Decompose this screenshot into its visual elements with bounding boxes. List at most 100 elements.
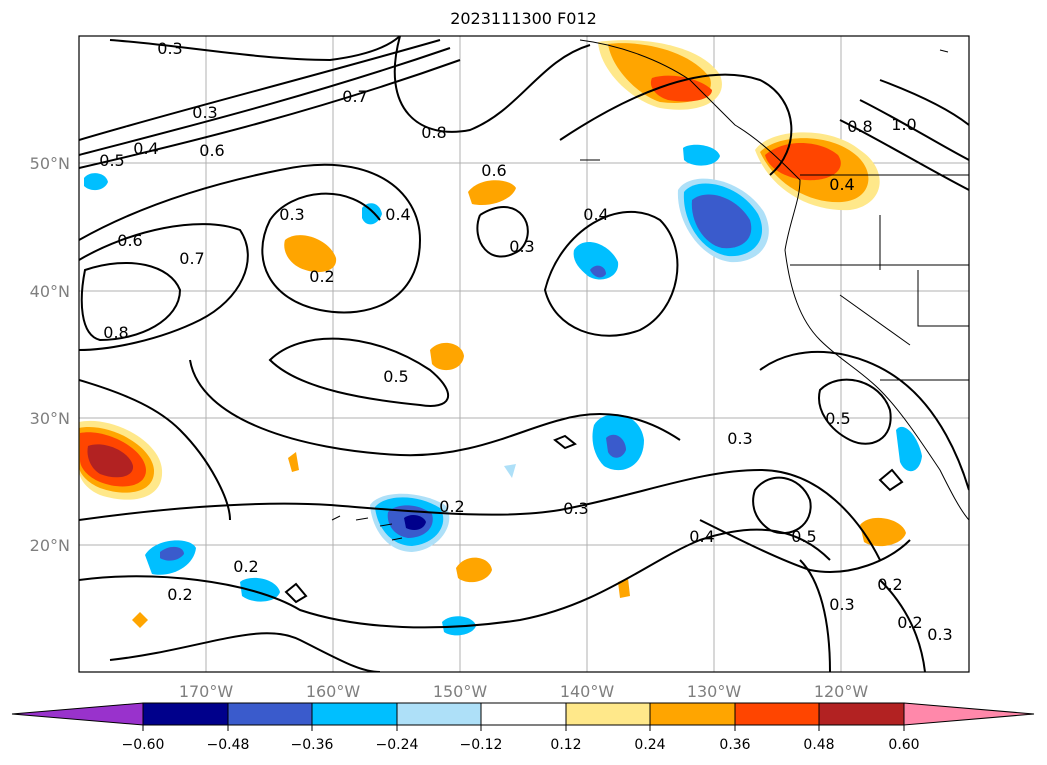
fill-pos-small: [132, 612, 148, 628]
colorbar-tick-label: 0.12: [550, 737, 581, 753]
contour-label: 0.2: [167, 585, 192, 604]
contour-line: [80, 262, 182, 342]
island-hawaii: [331, 515, 403, 541]
contour-label: 0.7: [179, 249, 204, 268]
fill-neg-048: [691, 194, 752, 249]
contour-line: [109, 36, 401, 62]
lat-label-40n: 40°N: [30, 282, 70, 301]
contour-line: [393, 36, 591, 133]
island-outline: [580, 49, 949, 161]
contour-label: 0.8: [103, 323, 128, 342]
contour-label: 0.3: [279, 205, 304, 224]
lon-labels: 170°W 160°W 150°W 140°W 130°W 120°W: [179, 682, 869, 701]
coastline-west-us: [784, 249, 969, 521]
state-border: [839, 294, 911, 346]
colorbar-tick-label: 0.36: [719, 737, 750, 753]
contour-label: 0.3: [927, 625, 952, 644]
contour-label: 0.4: [133, 139, 158, 158]
colorbar-max-extend: [903, 702, 1035, 726]
contour-line: [268, 337, 450, 407]
contour-label: 0.4: [689, 527, 714, 546]
fill-pos-small: [456, 557, 492, 583]
contour-label: 0.6: [117, 231, 142, 250]
contour-line: [699, 519, 911, 573]
contour-label: 0.2: [439, 497, 464, 516]
contour-line: [543, 210, 679, 337]
colorbar-segment: [480, 702, 567, 726]
lon-label-150w: 150°W: [433, 682, 488, 701]
lon-label-130w: 130°W: [687, 682, 742, 701]
contour-line: [878, 468, 904, 492]
lat-labels: 20°N 30°N 40°N 50°N: [30, 154, 70, 555]
anomaly-gulf-alaska-positive: [598, 40, 722, 110]
map-title: 2023111300 F012: [450, 9, 597, 28]
contour-label: 0.3: [727, 429, 752, 448]
fill-neg-small: [84, 173, 108, 191]
contour-line: [476, 206, 529, 258]
coastline-alaska: [579, 39, 801, 251]
colorbar-segment: [818, 702, 905, 726]
contour-line: [109, 632, 381, 672]
colorbar-tick-label: −0.12: [460, 737, 503, 753]
contour-line: [79, 39, 441, 141]
contour-line: [79, 528, 831, 629]
contour-line: [79, 223, 249, 351]
map-frame: [78, 35, 970, 673]
contour-label: 0.3: [157, 39, 182, 58]
contour-lines: [79, 36, 969, 672]
colorbar-tick-label: 0.24: [634, 737, 665, 753]
map-plot: 0.3 0.3 0.5 0.4 0.6 0.7 0.8 0.6 0.3 0.4 …: [78, 35, 970, 673]
state-border: [917, 270, 969, 327]
lat-label-30n: 30°N: [30, 409, 70, 428]
colorbar-segment: [649, 702, 736, 726]
contour-line: [284, 582, 308, 604]
fill-neg-small: [590, 265, 606, 278]
contour-label: 0.4: [829, 175, 854, 194]
lat-label-50n: 50°N: [30, 154, 70, 173]
fill-neg-small: [160, 546, 184, 561]
fill-neg-small: [683, 144, 720, 166]
contour-line: [79, 59, 461, 169]
fill-pos-small: [430, 342, 464, 371]
contour-line: [79, 379, 231, 521]
contour-label: 0.8: [847, 117, 872, 136]
colorbar-ticks: [142, 725, 905, 731]
fill-pos-small: [468, 180, 516, 206]
colorbar-segment: [227, 702, 313, 726]
fill-neg-060: [404, 515, 426, 530]
anomaly-west-positive: [79, 420, 163, 500]
fill-neg-small: [896, 426, 922, 472]
colorbar-segment: [142, 702, 229, 726]
contour-line: [859, 99, 969, 161]
contour-line: [839, 119, 969, 191]
fill-pos-048: [87, 444, 134, 478]
contour-label: 0.6: [199, 141, 224, 160]
fill-pos-036: [650, 75, 712, 102]
colorbar-tick-label: −0.60: [122, 737, 165, 753]
lon-label-120w: 120°W: [814, 682, 869, 701]
contour-line: [752, 476, 812, 535]
fill-pos-small: [288, 452, 299, 472]
contour-label: 0.2: [309, 267, 334, 286]
contour-line: [799, 559, 831, 672]
contour-label: 0.4: [385, 205, 410, 224]
contour-line: [818, 378, 892, 445]
contour-label: 0.3: [509, 237, 534, 256]
contour-label: 0.5: [825, 409, 850, 428]
colorbar-tick-label: −0.24: [376, 737, 419, 753]
contour-label: 0.4: [583, 205, 608, 224]
fill-neg-small: [362, 203, 382, 225]
fill-pos-small: [860, 517, 906, 547]
lat-label-20n: 20°N: [30, 536, 70, 555]
fill-neg-small: [606, 434, 626, 458]
colorbar-tick-label: 0.60: [888, 737, 919, 753]
colorbar-segment: [565, 702, 651, 726]
contour-label: 1.0: [891, 115, 916, 134]
contour-label: 0.3: [192, 103, 217, 122]
lon-label-170w: 170°W: [179, 682, 234, 701]
contour-label: 0.5: [383, 367, 408, 386]
fill-pos-036: [765, 142, 841, 181]
contour-label: 0.3: [563, 499, 588, 518]
contour-label: 0.7: [342, 87, 367, 106]
